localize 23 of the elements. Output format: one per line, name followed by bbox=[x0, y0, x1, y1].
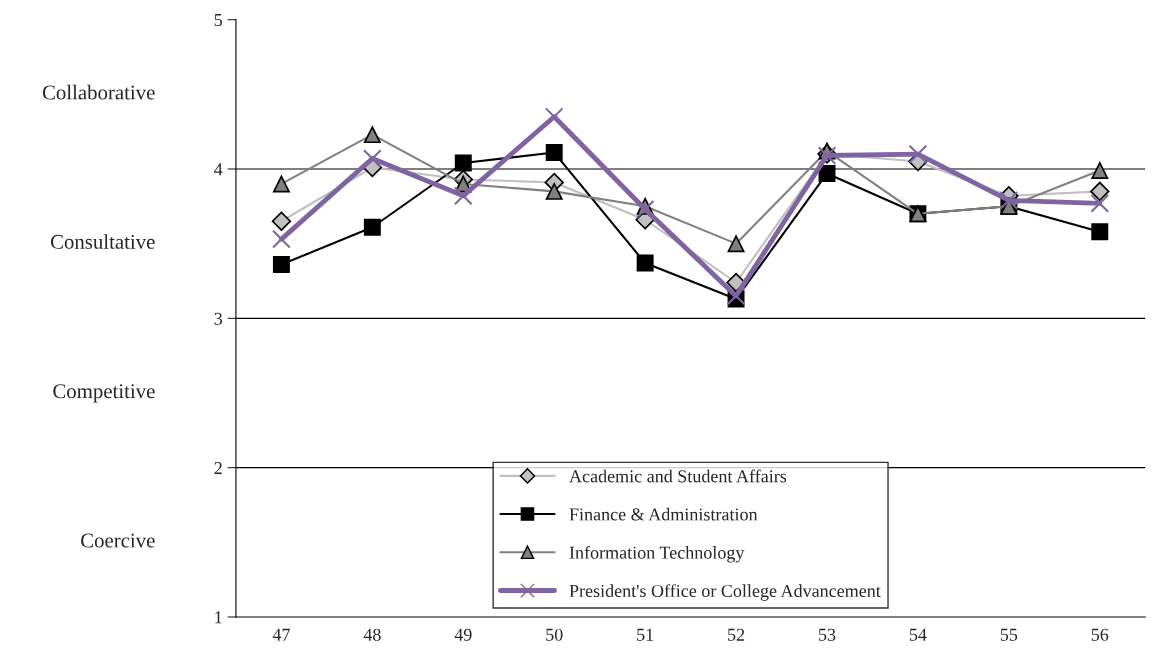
text: Competitive bbox=[53, 384, 155, 403]
y-tick-label: 2 bbox=[214, 461, 222, 474]
x-tick-label: 48 bbox=[363, 628, 381, 641]
legend-label: Academic and Student Affairs bbox=[569, 469, 787, 483]
x-tick-label: 49 bbox=[454, 628, 472, 641]
x-tick-label: 50 bbox=[546, 628, 563, 641]
legend-label: Finance & Administration bbox=[569, 507, 758, 521]
legend-label: Information Technology bbox=[569, 545, 745, 563]
y-tick-label: 4 bbox=[214, 163, 223, 176]
legend-label: President's Office or College Advancement bbox=[569, 584, 881, 601]
y-tick-label: 3 bbox=[214, 312, 223, 325]
y-tick-label: 1 bbox=[215, 611, 222, 624]
y-tick-label: 5 bbox=[214, 14, 223, 27]
x-tick-label: 54 bbox=[909, 628, 927, 641]
x-tick-label: 55 bbox=[1000, 628, 1018, 641]
x-tick-label: 52 bbox=[728, 628, 745, 641]
x-tick-label: 56 bbox=[1091, 628, 1109, 641]
x-tick-label: 51 bbox=[637, 628, 654, 641]
text: Collaborative bbox=[42, 84, 155, 100]
x-tick-label: 47 bbox=[272, 628, 290, 641]
text: Consultative bbox=[50, 234, 155, 249]
text: Coercive bbox=[81, 533, 155, 548]
x-tick-label: 53 bbox=[819, 628, 836, 641]
